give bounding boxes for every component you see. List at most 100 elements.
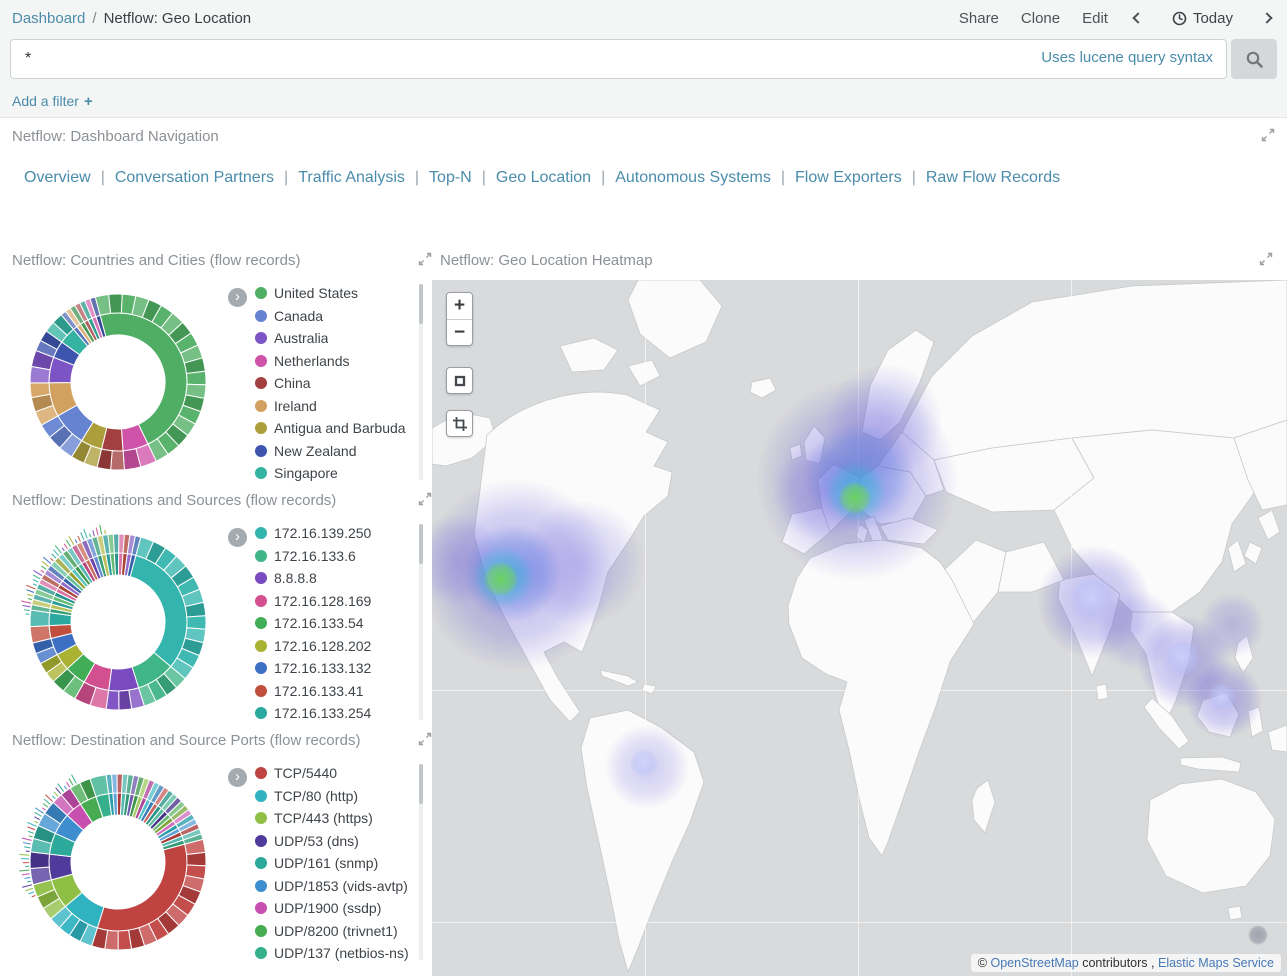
share-button[interactable]: Share bbox=[958, 9, 999, 27]
legend-label: UDP/1900 (ssdp) bbox=[274, 900, 382, 917]
legend-item[interactable]: 8.8.8.8 bbox=[255, 567, 371, 590]
legend-label: 172.16.139.250 bbox=[274, 525, 372, 542]
legend-item[interactable]: Ireland bbox=[255, 395, 406, 418]
query-input[interactable] bbox=[10, 39, 1227, 79]
legend-collapse-button[interactable]: › bbox=[228, 528, 247, 547]
panel-title: Netflow: Dashboard Navigation bbox=[12, 128, 219, 145]
scrollbar-thumb[interactable] bbox=[419, 284, 423, 324]
legend-label: UDP/8200 (trivnet1) bbox=[274, 922, 398, 939]
legend-item[interactable]: TCP/5440 bbox=[255, 762, 409, 785]
nav-link-traffic-analysis[interactable]: Traffic Analysis bbox=[298, 169, 405, 186]
legend-swatch bbox=[255, 444, 267, 457]
legend-item[interactable]: United States bbox=[255, 282, 406, 305]
legend-item[interactable]: Antigua and Barbuda bbox=[255, 417, 406, 440]
legend-item[interactable]: 172.16.133.132 bbox=[255, 657, 371, 680]
legend-item[interactable]: UDP/1853 (vids-avtp) bbox=[255, 875, 409, 898]
legend-swatch bbox=[255, 947, 267, 960]
expand-panel-icon[interactable] bbox=[418, 732, 432, 746]
nav-separator: | bbox=[481, 169, 486, 186]
legend-collapse-button[interactable]: › bbox=[228, 288, 247, 307]
nav-link-overview[interactable]: Overview bbox=[24, 169, 91, 186]
legend-item[interactable]: 172.16.128.169 bbox=[255, 590, 371, 613]
legend-label: UDP/1853 (vids-avtp) bbox=[274, 877, 408, 894]
breadcrumb-separator: / bbox=[92, 9, 97, 27]
legend-item[interactable]: TCP/80 (http) bbox=[255, 785, 409, 808]
search-button[interactable] bbox=[1231, 39, 1277, 79]
panel-destinations-and-sources: Netflow: Destinations and Sources (flow … bbox=[12, 492, 432, 732]
legend-swatch bbox=[255, 309, 267, 322]
countries-donut-chart[interactable] bbox=[18, 282, 218, 482]
edit-button[interactable]: Edit bbox=[1082, 9, 1108, 27]
fit-data-bounds-button[interactable] bbox=[446, 367, 473, 394]
elastic-maps-service-link[interactable]: Elastic Maps Service bbox=[1157, 956, 1274, 970]
legend-item[interactable]: UDP/1900 (ssdp) bbox=[255, 897, 409, 920]
filter-bar: Add a filter + bbox=[12, 88, 93, 114]
expand-panel-icon[interactable] bbox=[1259, 252, 1273, 266]
openstreetmap-link[interactable]: OpenStreetMap bbox=[990, 956, 1079, 970]
add-filter-link[interactable]: Add a filter bbox=[12, 93, 79, 109]
legend-item[interactable]: 172.16.133.254 bbox=[255, 702, 371, 725]
legend-item[interactable]: New Zealand bbox=[255, 440, 406, 463]
nav-link-autonomous-systems[interactable]: Autonomous Systems bbox=[615, 169, 771, 186]
lucene-syntax-link[interactable]: Uses lucene query syntax bbox=[1041, 49, 1213, 66]
legend-item[interactable]: Canada bbox=[255, 305, 406, 328]
legend-item[interactable]: 172.16.128.202 bbox=[255, 635, 371, 658]
nav-link-geo-location[interactable]: Geo Location bbox=[495, 169, 592, 186]
destinations-donut-chart[interactable] bbox=[18, 522, 218, 722]
legend-item[interactable]: UDP/8200 (trivnet1) bbox=[255, 920, 409, 943]
legend-label: 172.16.128.202 bbox=[274, 637, 372, 654]
legend-item[interactable]: 172.16.139.250 bbox=[255, 522, 371, 545]
legend-item[interactable]: TCP/443 (https) bbox=[255, 807, 409, 830]
crop-icon bbox=[452, 416, 467, 431]
expand-panel-icon[interactable] bbox=[418, 492, 432, 506]
legend-item[interactable]: 172.16.133.6 bbox=[255, 545, 371, 568]
legend-swatch bbox=[255, 639, 267, 652]
ports-legend: TCP/5440 TCP/80 (http) TCP/443 (https) UDP/… bbox=[255, 762, 409, 965]
legend-collapse-button[interactable]: › bbox=[228, 768, 247, 787]
legend-swatch bbox=[255, 617, 267, 630]
top-actions: Share Clone Edit Today bbox=[937, 8, 1275, 29]
legend-item[interactable]: Australia bbox=[255, 327, 406, 350]
legend-item[interactable]: UDP/53 (dns) bbox=[255, 830, 409, 853]
draw-filter-rectangle-button[interactable] bbox=[446, 410, 473, 437]
zoom-in-button[interactable]: + bbox=[447, 293, 472, 319]
legend-item[interactable]: 172.16.133.41 bbox=[255, 680, 371, 703]
breadcrumb-dashboard-link[interactable]: Dashboard bbox=[12, 9, 86, 27]
legend-swatch bbox=[255, 902, 267, 915]
legend-scrollbar[interactable] bbox=[419, 284, 423, 480]
plus-icon[interactable]: + bbox=[83, 92, 93, 110]
scrollbar-thumb[interactable] bbox=[419, 524, 423, 564]
legend-item[interactable]: UDP/137 (netbios-ns) bbox=[255, 942, 409, 965]
legend-swatch bbox=[255, 377, 267, 390]
ports-donut-chart[interactable] bbox=[18, 762, 218, 962]
zoom-out-button[interactable]: − bbox=[447, 319, 472, 345]
graticule-line bbox=[645, 280, 646, 976]
legend-label: China bbox=[274, 375, 311, 392]
legend-scrollbar[interactable] bbox=[419, 764, 423, 960]
legend-scrollbar[interactable] bbox=[419, 524, 423, 720]
time-picker-button[interactable]: Today bbox=[1168, 8, 1237, 29]
legend-label: Singapore bbox=[274, 465, 338, 482]
map-controls: + − bbox=[446, 292, 474, 437]
legend-label: Australia bbox=[274, 330, 329, 347]
expand-panel-icon[interactable] bbox=[1261, 128, 1275, 142]
nav-link-flow-exporters[interactable]: Flow Exporters bbox=[795, 169, 902, 186]
expand-panel-icon[interactable] bbox=[418, 252, 432, 266]
nav-link-conversation-partners[interactable]: Conversation Partners bbox=[114, 169, 275, 186]
time-back-button[interactable] bbox=[1130, 12, 1146, 24]
legend-item[interactable]: China bbox=[255, 372, 406, 395]
legend-label: 172.16.128.169 bbox=[274, 592, 372, 609]
time-forward-button[interactable] bbox=[1259, 12, 1275, 24]
world-map[interactable]: + − © OpenStreetMap contributors , Elast… bbox=[432, 280, 1287, 976]
legend-item[interactable]: Singapore bbox=[255, 462, 406, 485]
scrollbar-thumb[interactable] bbox=[419, 764, 423, 804]
nav-link-raw-flow-records[interactable]: Raw Flow Records bbox=[925, 169, 1061, 186]
legend-item[interactable]: 172.16.133.54 bbox=[255, 612, 371, 635]
nav-link-top-n[interactable]: Top-N bbox=[429, 169, 472, 186]
clone-button[interactable]: Clone bbox=[1020, 9, 1061, 27]
graticule-line bbox=[858, 280, 859, 976]
legend-item[interactable]: UDP/161 (snmp) bbox=[255, 852, 409, 875]
destinations-legend: 172.16.139.250 172.16.133.6 8.8.8.8 172.16.… bbox=[255, 522, 371, 725]
legend-item[interactable]: Netherlands bbox=[255, 350, 406, 373]
query-bar: Uses lucene query syntax bbox=[10, 38, 1277, 80]
